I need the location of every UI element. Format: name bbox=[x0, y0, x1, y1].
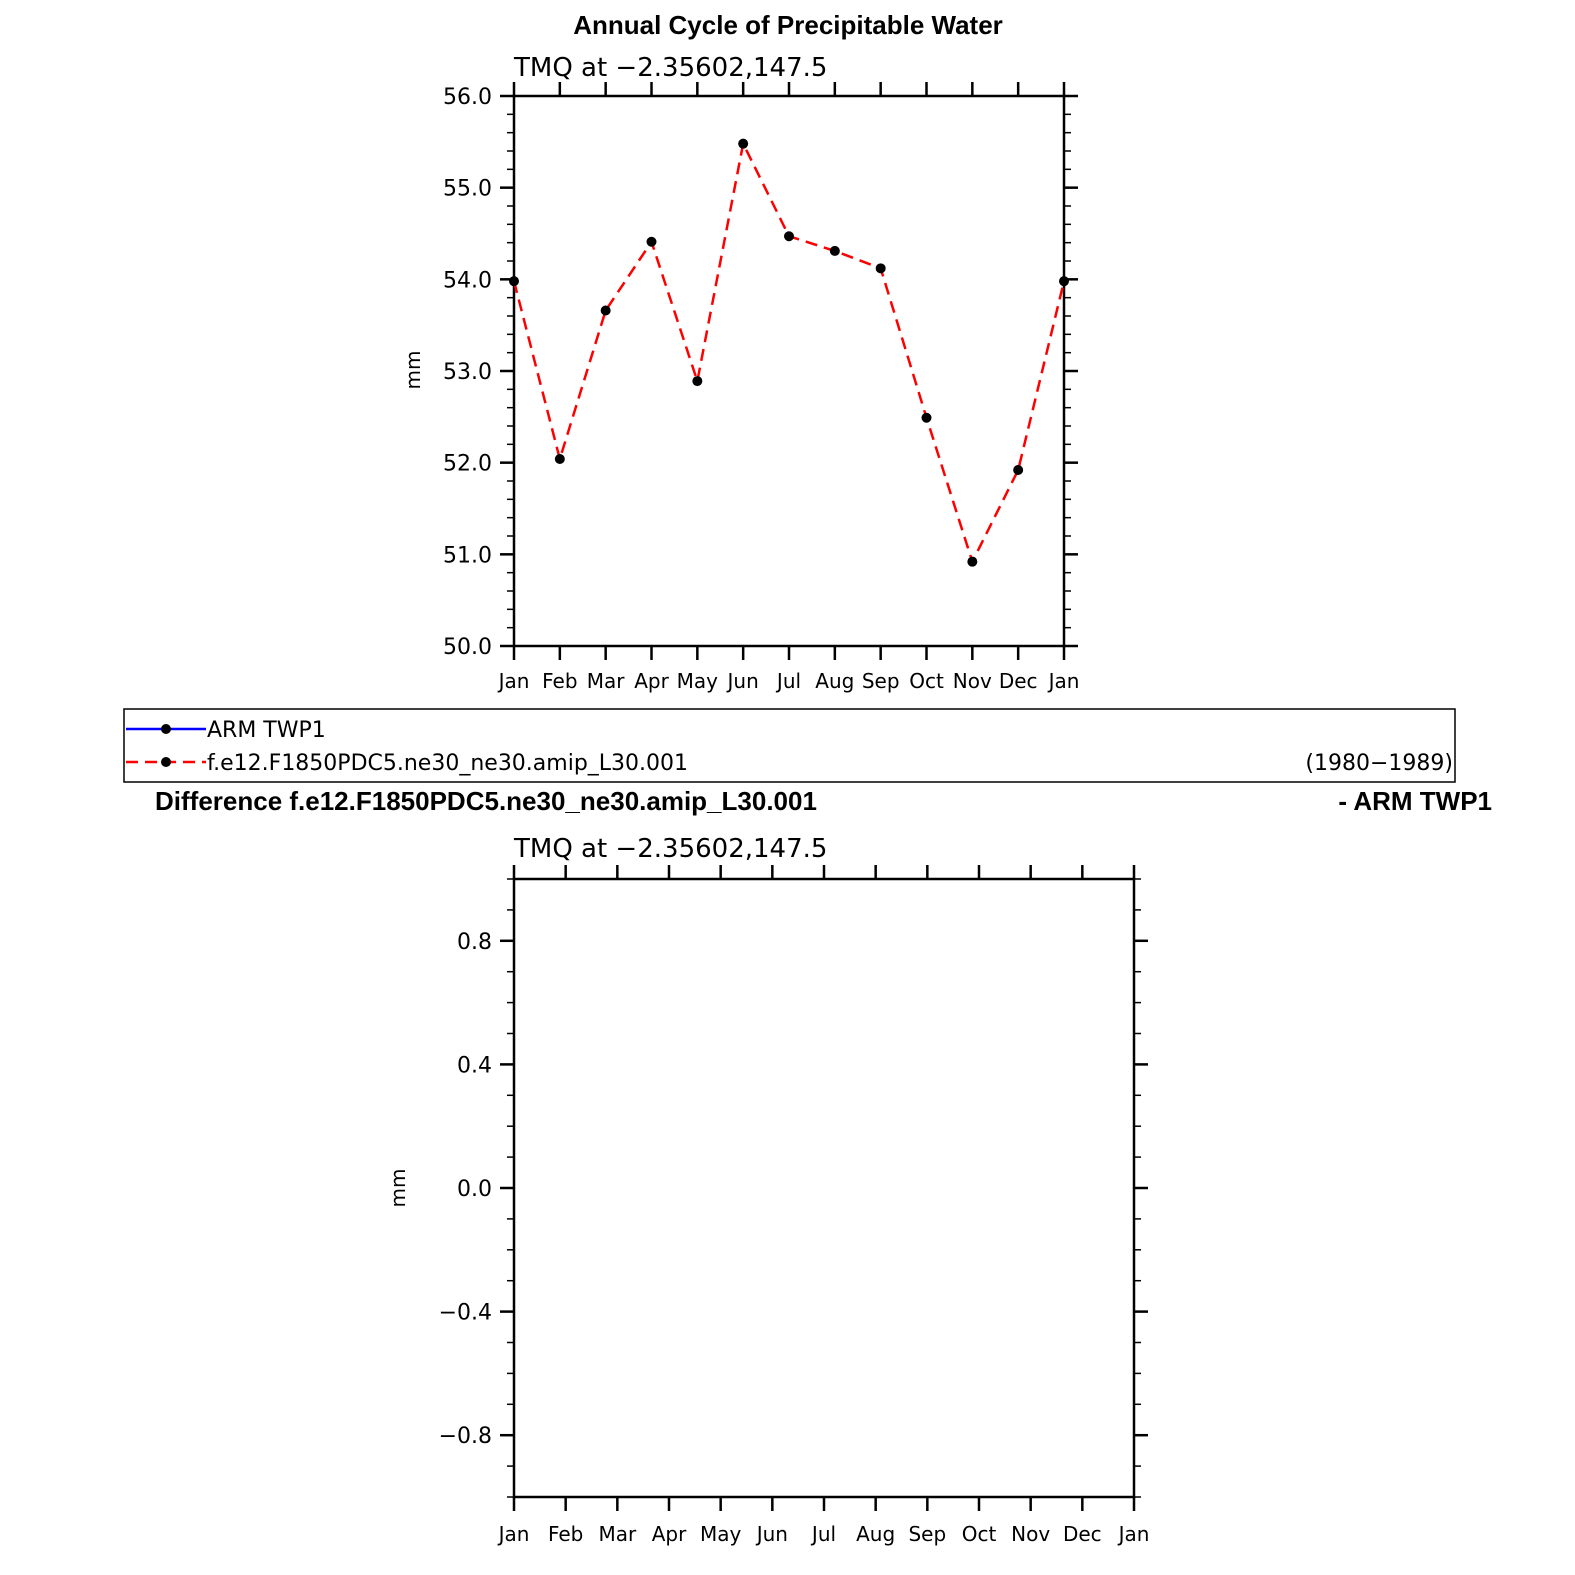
legend-label-arm-twp1: ARM TWP1 bbox=[207, 718, 326, 743]
y-tick-label: 0.4 bbox=[457, 1053, 492, 1078]
data-point bbox=[509, 276, 519, 287]
x-tick-label: May bbox=[700, 1522, 742, 1546]
data-point bbox=[921, 412, 932, 423]
x-tick-label: May bbox=[677, 669, 719, 693]
data-point bbox=[967, 556, 978, 567]
data-point bbox=[784, 231, 794, 242]
legend-entry-model: f.e12.F1850PDC5.ne30_ne30.amip_L30.001 bbox=[126, 751, 688, 776]
legend-entry-arm-twp1: ARM TWP1 bbox=[126, 718, 326, 743]
y-tick-label: 53.0 bbox=[443, 360, 492, 385]
x-tick-label: Nov bbox=[1011, 1522, 1050, 1546]
top-axes: Jan Feb Mar Apr May Jun Jul Aug Sep Oct Nov Dec Jan5… bbox=[443, 82, 1079, 693]
y-tick-label: 0.8 bbox=[457, 930, 492, 955]
y-tick-label: 50.0 bbox=[443, 635, 492, 660]
y-tick-label: 54.0 bbox=[443, 268, 492, 293]
top-plot-area bbox=[509, 138, 1069, 567]
x-tick-label: Sep bbox=[908, 1522, 946, 1546]
bottom-chart-title-right: - ARM TWP1 bbox=[1338, 786, 1492, 816]
legend-marker-model bbox=[161, 757, 171, 767]
data-point bbox=[875, 263, 886, 274]
y-tick-label: 52.0 bbox=[443, 452, 492, 477]
plot-frame bbox=[512, 94, 1066, 648]
top-chart-title: Annual Cycle of Precipitable Water bbox=[573, 10, 1003, 40]
x-tick-label: Feb bbox=[542, 669, 577, 693]
series-line bbox=[512, 139, 1066, 565]
legend-box bbox=[123, 708, 1456, 783]
data-point bbox=[738, 138, 749, 149]
data-point bbox=[554, 454, 565, 464]
x-tick-label: Oct bbox=[962, 1522, 997, 1546]
x-tick-label: Dec bbox=[999, 669, 1038, 693]
data-point bbox=[646, 236, 657, 247]
bottom-axes: Jan Feb Mar Apr May Jun Jul Aug Sep Oct Nov Dec Jan −… bbox=[439, 865, 1150, 1546]
x-tick-label: Apr bbox=[634, 669, 669, 693]
bottom-y-axis-title: mm bbox=[386, 1169, 410, 1208]
legend-period: (1980−1989) bbox=[1305, 751, 1453, 776]
y-tick-label: 55.0 bbox=[443, 177, 492, 202]
data-point bbox=[692, 376, 703, 387]
x-tick-label: Jul bbox=[775, 669, 801, 693]
x-tick-label: Mar bbox=[598, 1522, 637, 1546]
x-tick-label: Aug bbox=[815, 669, 854, 693]
x-tick-label: Nov bbox=[953, 669, 992, 693]
x-tick-label: Jan bbox=[1047, 669, 1080, 693]
x-tick-label: Jan bbox=[497, 1522, 530, 1546]
plot-frame bbox=[512, 877, 1136, 1499]
data-point bbox=[1059, 276, 1069, 287]
x-tick-label: Jul bbox=[810, 1522, 836, 1546]
top-chart-subtitle: TMQ at −2.35602,147.5 bbox=[513, 53, 827, 83]
top-y-axis-title: mm bbox=[401, 351, 425, 390]
bottom-chart-title-left: Difference f.e12.F1850PDC5.ne30_ne30.ami… bbox=[155, 786, 817, 816]
x-tick-label: Apr bbox=[652, 1522, 687, 1546]
x-tick-label: Dec bbox=[1063, 1522, 1102, 1546]
x-tick-label: Jun bbox=[755, 1522, 788, 1546]
bottom-chart-subtitle: TMQ at −2.35602,147.5 bbox=[513, 834, 827, 864]
x-tick-label: Feb bbox=[548, 1522, 583, 1546]
legend-label-model: f.e12.F1850PDC5.ne30_ne30.amip_L30.001 bbox=[207, 751, 688, 776]
y-tick-label: 56.0 bbox=[443, 85, 492, 110]
x-tick-label: Mar bbox=[587, 669, 626, 693]
legend: ARM TWP1 f.e12.F1850PDC5.ne30_ne30.amip_… bbox=[123, 708, 1456, 783]
x-tick-label: Aug bbox=[856, 1522, 895, 1546]
x-tick-label: Jan bbox=[1117, 1522, 1150, 1546]
data-point bbox=[1013, 465, 1024, 475]
y-tick-label: 0.0 bbox=[457, 1177, 492, 1202]
data-point bbox=[829, 245, 840, 256]
x-tick-label: Jan bbox=[497, 669, 530, 693]
legend-marker-arm-twp1 bbox=[161, 724, 171, 734]
top-chart: Annual Cycle of Precipitable Water TMQ a… bbox=[401, 10, 1079, 693]
data-point bbox=[600, 305, 611, 316]
x-tick-label: Oct bbox=[909, 669, 944, 693]
y-tick-label: 51.0 bbox=[443, 543, 492, 568]
y-tick-label: −0.8 bbox=[439, 1424, 492, 1449]
bottom-chart: Difference f.e12.F1850PDC5.ne30_ne30.ami… bbox=[155, 786, 1492, 1546]
y-tick-label: −0.4 bbox=[439, 1301, 492, 1326]
x-tick-label: Sep bbox=[862, 669, 900, 693]
x-tick-label: Jun bbox=[726, 669, 759, 693]
